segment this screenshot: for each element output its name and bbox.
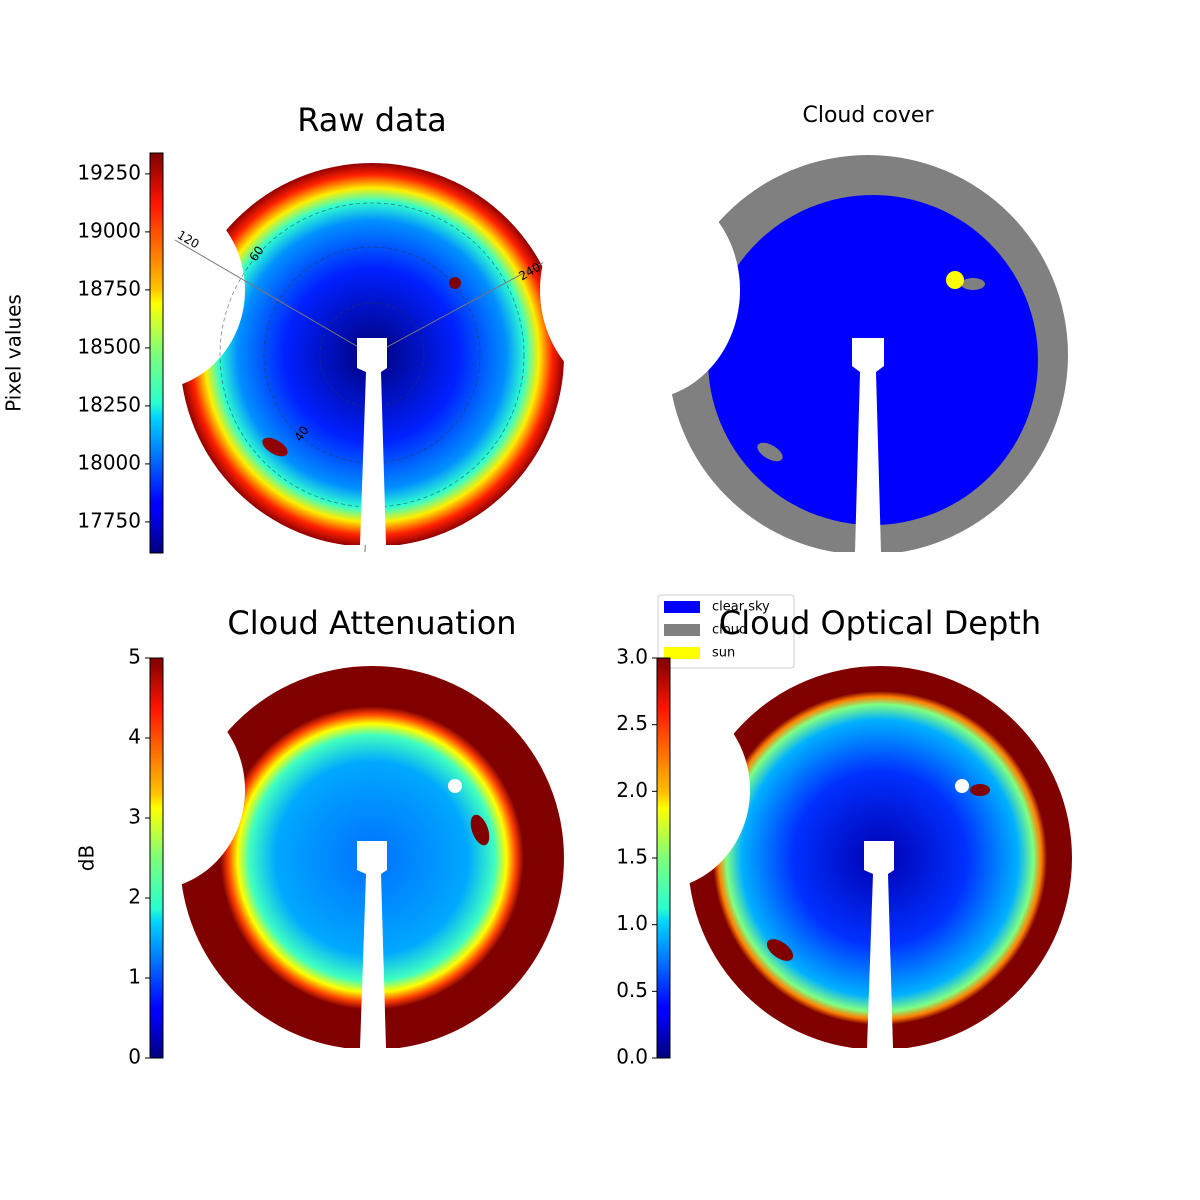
colorbar-tick-label: 18500 [77,334,141,358]
colorbar-tick-label: 17750 [77,508,141,532]
colorbar [656,657,671,1059]
colorbar-label: Pixel values [2,294,26,412]
colorbar-tick-label: 0.0 [616,1045,648,1069]
raw-image [55,163,573,565]
legend-label: sun [712,646,735,661]
legend-label: cloud [712,623,747,638]
colorbar-tick-label: 3.0 [616,645,648,669]
colorbar-label: dB [75,845,99,871]
panel-title: Raw data [297,101,447,139]
colorbar-tick-label: 0 [128,1045,141,1069]
colorbar-tick-label: 1.0 [616,911,648,935]
legend-swatch [664,647,700,659]
colorbar-tick-label: 1 [128,965,141,989]
colorbar-tick-label: 1.5 [616,845,648,869]
colorbar-tick-label: 19000 [77,218,141,242]
panel-title: Cloud cover [803,103,935,128]
colorbar-tick-label: 18750 [77,276,141,300]
colorbar-tick-label: 3 [128,805,141,829]
colorbar-tick-label: 2.0 [616,778,648,802]
cloud-mask-image [540,155,1080,572]
colorbar-tick-label: 2.5 [616,711,648,735]
colorbar-tick-label: 4 [128,725,141,749]
colorbar-tick-label: 18250 [77,392,141,416]
colorbar-tick-label: 0.5 [616,978,648,1002]
panel-title: Cloud Attenuation [227,604,516,642]
panel-title: Cloud Optical Depth [719,604,1041,642]
colorbar-tick-label: 18000 [77,450,141,474]
legend-swatch [664,601,700,613]
colorbar-tick-label: 19250 [77,160,141,184]
optical-depth-image [560,666,1080,1068]
legend-label: clear sky [712,600,770,615]
colorbar [149,657,164,1059]
colorbar-tick-label: 5 [128,645,141,669]
colorbar-tick-label: 2 [128,885,141,909]
legend-swatch [664,624,700,636]
colorbar [149,152,164,554]
